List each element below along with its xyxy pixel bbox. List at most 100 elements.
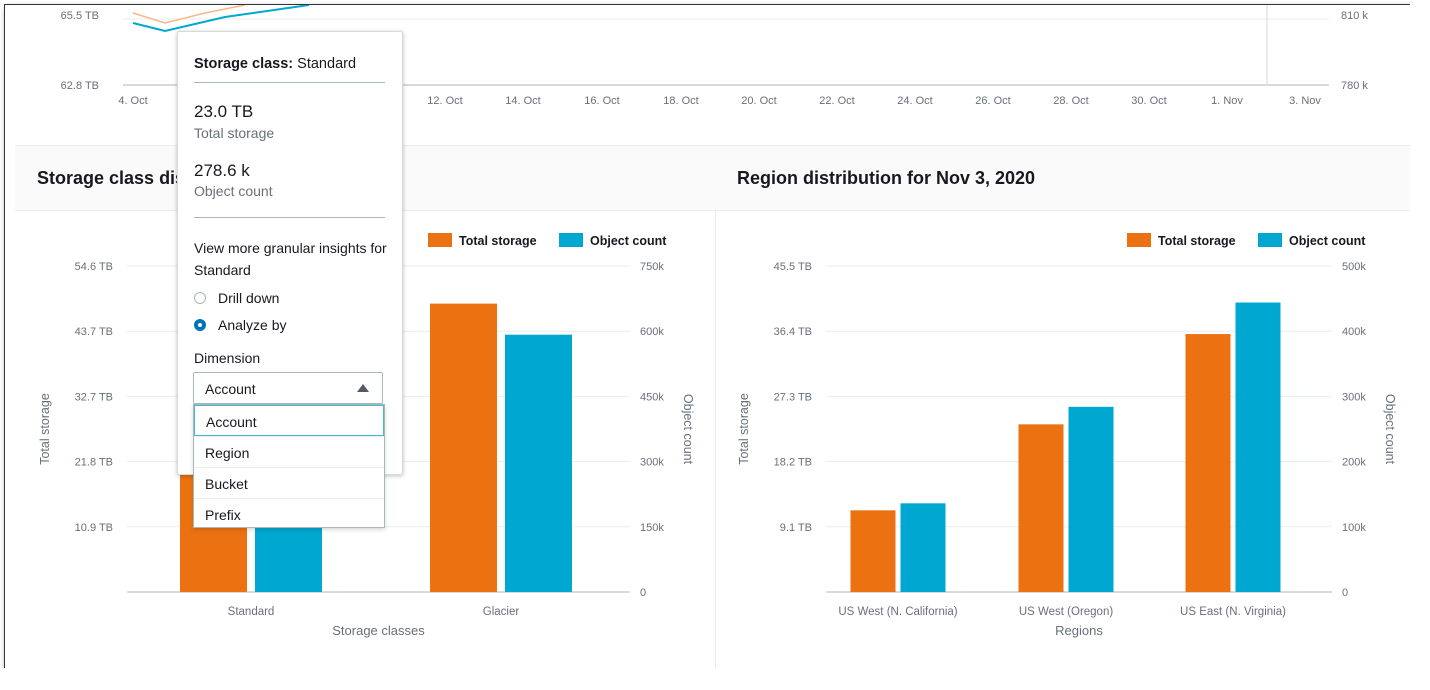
legend-label-storage: Total storage: [459, 234, 537, 248]
x-tick-label: 22. Oct: [819, 95, 854, 107]
x-tick-label: Standard: [228, 606, 275, 618]
y-tick-label: 10.9 TB: [75, 522, 113, 534]
y-tick-label: 36.4 TB: [774, 326, 812, 338]
insights-description: View more granular insights for Standard: [194, 240, 387, 278]
x-tick-label: 3. Nov: [1289, 95, 1321, 107]
chart-legend: Total storage Object count: [428, 233, 667, 248]
dashboard-frame: 65.5 TB 62.8 TB 810 k 780 k 4. Oct 12. Oct 14.…: [4, 4, 1416, 670]
y-right-tick-label: 780 k: [1341, 80, 1368, 92]
drill-down-label: Drill down: [218, 290, 280, 306]
dimension-option-account[interactable]: Account: [194, 405, 384, 436]
dimension-select-value: Account: [205, 381, 256, 397]
y-tick-label: 43.7 TB: [75, 326, 113, 338]
divider: [194, 82, 385, 83]
y-right-tick-label: 450k: [640, 391, 664, 403]
radio-unchecked-icon[interactable]: [194, 292, 206, 304]
drill-down-radio[interactable]: Drill down: [194, 290, 279, 306]
bar-object-count: [1235, 302, 1281, 592]
storage-trend-chart: 65.5 TB 62.8 TB 810 k 780 k 4. Oct 12. Oct 14.…: [61, 5, 1368, 107]
total-storage-value: 23.0 TB: [194, 102, 254, 121]
storage-trend-line: [132, 5, 246, 24]
x-axis-title: Regions: [1055, 623, 1103, 638]
y-tick-label: 18.2 TB: [774, 457, 812, 469]
x-tick-label: 30. Oct: [1131, 95, 1166, 107]
object-count-label: Object count: [194, 183, 273, 199]
dimension-select[interactable]: Account: [193, 372, 383, 404]
panel-header: Region distribution for Nov 3, 2020: [715, 146, 1415, 211]
dimension-label: Dimension: [194, 350, 261, 366]
y-right-tick-label: 600k: [640, 326, 664, 338]
legend-swatch-count: [1258, 233, 1282, 247]
y-right-tick-label: 810 k: [1341, 10, 1368, 22]
y-right-axis-title: Object count: [1383, 394, 1397, 465]
x-tick-label: 16. Oct: [584, 95, 619, 107]
y-right-tick-label: 0: [640, 587, 646, 599]
y-tick-label: 27.3 TB: [774, 391, 812, 403]
region-panel: Region distribution for Nov 3, 2020 Tota…: [715, 145, 1415, 669]
divider: [194, 217, 385, 218]
storage-class-key: Storage class:: [194, 56, 294, 72]
y-axis-title: Total storage: [38, 393, 52, 465]
y-right-tick-label: 100k: [1342, 522, 1366, 534]
x-tick-label: 18. Oct: [663, 95, 698, 107]
radio-checked-icon[interactable]: [194, 319, 206, 331]
y-right-tick-label: 300k: [640, 457, 664, 469]
object-count-value: 278.6 k: [194, 161, 250, 180]
legend-swatch-storage: [428, 233, 452, 247]
dimension-option-region[interactable]: Region: [194, 436, 384, 467]
y-tick-label: 54.6 TB: [75, 261, 113, 273]
bar-object-count: [505, 334, 572, 592]
dimension-options-list: Account Region Bucket Prefix: [193, 404, 385, 528]
x-tick-label: 28. Oct: [1053, 95, 1088, 107]
dimension-option-prefix[interactable]: Prefix: [194, 498, 384, 529]
legend-label-count: Object count: [590, 234, 667, 248]
bar-total-storage: [1185, 334, 1231, 592]
legend-label-count: Object count: [1289, 234, 1366, 248]
bar-total-storage: [1018, 424, 1064, 592]
bar-total-storage: [430, 303, 497, 592]
bar-object-count: [1068, 406, 1114, 592]
x-axis-title: Storage classes: [332, 623, 425, 638]
y-right-tick-label: 0: [1342, 587, 1348, 599]
y-right-tick-label: 400k: [1342, 326, 1366, 338]
y-right-tick-label: 500k: [1342, 261, 1366, 273]
x-tick-label: 4. Oct: [118, 95, 147, 107]
bar-total-storage: [850, 510, 896, 592]
y-right-tick-label: 150k: [640, 522, 664, 534]
y-axis-title: Total storage: [737, 393, 751, 465]
x-tick-label: 26. Oct: [975, 95, 1010, 107]
bar-object-count: [900, 503, 946, 592]
y-tick-label: 45.5 TB: [774, 261, 812, 273]
y-right-tick-label: 750k: [640, 261, 664, 273]
x-tick-label: 1. Nov: [1211, 95, 1243, 107]
region-chart: Total storage Object count 45.5 TB 500k 36.4…: [737, 233, 1397, 638]
torn-edge-right: [1410, 0, 1430, 690]
x-tick-label: Glacier: [483, 606, 520, 618]
x-tick-label: 12. Oct: [427, 95, 462, 107]
legend-swatch-count: [559, 233, 583, 247]
y-tick-label: 62.8 TB: [61, 80, 99, 92]
analyze-by-radio[interactable]: Analyze by: [194, 317, 286, 333]
caret-up-icon[interactable]: [357, 384, 369, 392]
analyze-by-label: Analyze by: [218, 317, 287, 333]
y-tick-label: 65.5 TB: [61, 10, 99, 22]
storage-class-value: Standard: [297, 56, 357, 72]
legend-label-storage: Total storage: [1158, 234, 1236, 248]
x-tick-label: US West (N. California): [838, 606, 957, 618]
object-count-trend-line: [132, 5, 310, 33]
chart-legend: Total storage Object count: [1127, 233, 1366, 248]
y-right-tick-label: 300k: [1342, 391, 1366, 403]
y-tick-label: 21.8 TB: [75, 457, 113, 469]
torn-edge-bottom: [0, 668, 1430, 690]
x-tick-label: 24. Oct: [897, 95, 932, 107]
y-right-axis-title: Object count: [681, 394, 695, 465]
legend-swatch-storage: [1127, 233, 1151, 247]
storage-class-heading: Storage class: Standard: [194, 56, 356, 72]
x-tick-label: 20. Oct: [741, 95, 776, 107]
y-tick-label: 32.7 TB: [75, 391, 113, 403]
dimension-option-bucket[interactable]: Bucket: [194, 467, 384, 498]
x-tick-label: US West (Oregon): [1019, 606, 1114, 618]
x-tick-label: 14. Oct: [505, 95, 540, 107]
panel-title: Region distribution for Nov 3, 2020: [737, 168, 1036, 188]
y-tick-label: 9.1 TB: [780, 522, 812, 534]
